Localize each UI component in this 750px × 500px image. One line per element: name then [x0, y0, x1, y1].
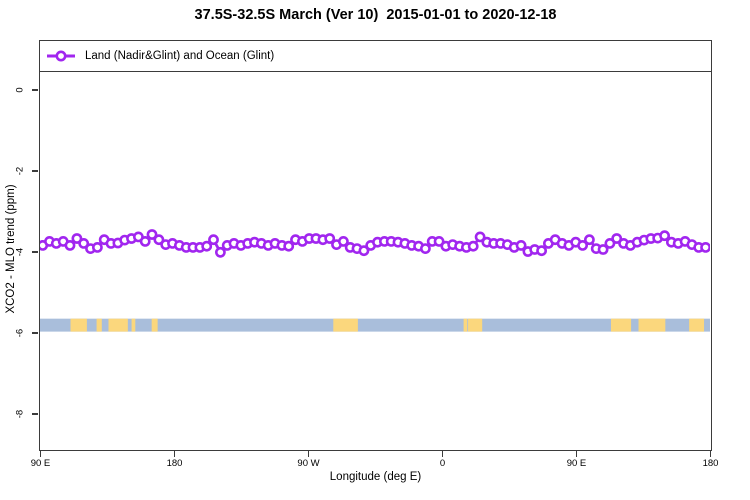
y-tick-mark: [32, 89, 38, 91]
x-tick-mark: [173, 451, 176, 457]
data-point: [208, 234, 219, 246]
data-point: [611, 233, 623, 244]
data-point: [337, 235, 349, 247]
data-point: [604, 237, 616, 249]
map-strip-ocean: [40, 318, 710, 332]
y-tick-label: -4: [14, 247, 26, 257]
data-point: [146, 229, 158, 240]
data-point: [474, 231, 486, 243]
data-point: [433, 235, 445, 247]
data-point: [467, 240, 479, 252]
map-strip-land-patch: [96, 318, 102, 332]
y-tick-mark: [32, 251, 38, 253]
y-tick-mark: [32, 413, 38, 415]
map-strip-land-patch: [463, 318, 468, 332]
legend-item-label: Land (Nadir&Glint) and Ocean (Glint): [85, 50, 275, 62]
x-tick-mark: [709, 451, 712, 457]
map-strip-land-patch: [610, 318, 632, 332]
data-point: [358, 245, 370, 257]
x-tick-mark: [39, 451, 42, 457]
x-tick-mark: [307, 451, 310, 457]
data-point: [78, 237, 90, 249]
data-point: [515, 239, 527, 251]
legend-marker-open-circle-icon: [47, 50, 75, 62]
data-point: [700, 242, 710, 253]
x-tick-label: 0: [439, 458, 446, 469]
data-point: [201, 240, 213, 252]
y-tick-mark: [32, 332, 38, 334]
y-tick-label: -6: [14, 328, 26, 338]
map-strip-land-patch: [638, 318, 666, 332]
data-point: [153, 234, 165, 246]
x-tick-mark: [441, 451, 444, 457]
data-point: [584, 234, 595, 246]
x-tick-label: 90 W: [297, 458, 320, 469]
data-point: [139, 235, 151, 247]
data-point: [283, 240, 295, 252]
plot-area: Land (Nadir&Glint) and Ocean (Glint): [39, 40, 712, 451]
x-tick-mark: [575, 451, 578, 457]
x-tick-label: 90 E: [30, 458, 51, 469]
plot-svg: [40, 229, 710, 332]
map-strip-land-patch: [333, 318, 358, 332]
y-tick-label: -2: [14, 166, 26, 176]
x-tick-label: 180: [166, 458, 183, 469]
x-axis-title: Longitude (deg E): [329, 471, 422, 483]
data-point: [92, 241, 103, 253]
map-strip-land-patch: [468, 318, 483, 332]
data-point: [324, 233, 336, 244]
y-tick-label: -8: [14, 409, 26, 419]
data-point: [419, 243, 431, 254]
data-point: [214, 246, 226, 258]
map-strip-land-patch: [689, 318, 705, 332]
x-tick-label: 90 E: [566, 458, 587, 469]
x-tick-label: 180: [702, 458, 719, 469]
map-strip-land-patch: [131, 318, 136, 332]
legend: Land (Nadir&Glint) and Ocean (Glint): [40, 41, 711, 72]
y-tick-label: 0: [14, 87, 26, 93]
map-strip-land-patch: [70, 318, 87, 332]
map-strip-land-patch: [108, 318, 128, 332]
map-strip-land-patch: [151, 318, 158, 332]
y-tick-mark: [32, 170, 38, 172]
data-point: [536, 245, 547, 257]
data-point: [597, 244, 609, 255]
data-point: [659, 230, 670, 242]
chart-title: 37.5S-32.5S March (Ver 10) 2015-01-01 to…: [194, 7, 557, 23]
data-point: [71, 233, 83, 244]
data-point: [64, 239, 76, 251]
data-point: [577, 239, 588, 251]
